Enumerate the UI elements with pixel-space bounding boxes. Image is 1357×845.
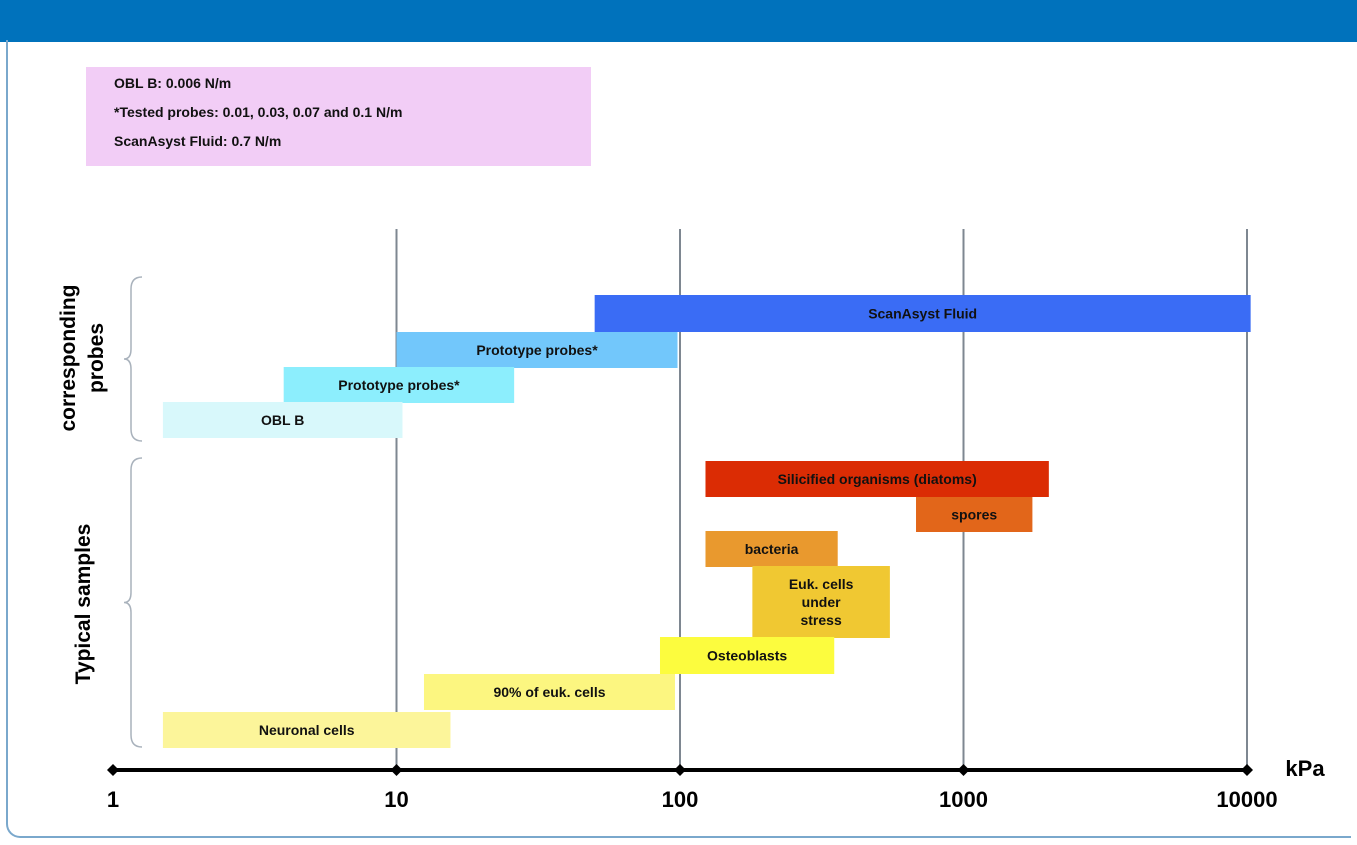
bar-label: Osteoblasts [707, 648, 787, 664]
range-bar [162, 402, 403, 438]
range-bar [423, 674, 675, 710]
axis-tick-marker [107, 764, 119, 776]
samples-brace [123, 457, 143, 748]
range-bar [396, 332, 678, 368]
tick-label: 10 [384, 787, 408, 812]
tick-label: 100 [662, 787, 699, 812]
tick-label: 1000 [939, 787, 988, 812]
bar-label: ScanAsyst Fluid [868, 306, 977, 322]
content-frame [6, 40, 1351, 838]
range-bar [594, 295, 1251, 332]
bar-label: Euk. cells [789, 576, 854, 592]
axis-tick-marker [1241, 764, 1253, 776]
bar-label: Prototype probes* [338, 377, 460, 393]
x-axis-unit: kPa [1285, 756, 1325, 781]
info-line-obl-b: OBL B: 0.006 N/m [114, 75, 232, 91]
info-box: OBL B: 0.006 N/m *Tested probes: 0.01, 0… [86, 67, 591, 166]
bar-label: 90% of euk. cells [493, 684, 605, 700]
bar-label: OBL B [261, 412, 304, 428]
group-label: Typical samples [72, 524, 95, 685]
probes-brace [123, 276, 143, 442]
info-line-scanasyst: ScanAsyst Fluid: 0.7 N/m [114, 133, 282, 149]
bar-label: stress [800, 612, 841, 628]
bar-label: Silicified organisms (diatoms) [778, 471, 977, 487]
header-bar [0, 0, 1357, 42]
group-label: corresponding [57, 284, 80, 431]
tick-label: 1 [107, 787, 119, 812]
bar-label: under [802, 594, 841, 610]
range-bar [705, 531, 838, 567]
group-label: probes [85, 323, 108, 393]
bar-label: spores [951, 507, 997, 523]
tick-label: 10000 [1216, 787, 1277, 812]
bar-label: Neuronal cells [259, 722, 355, 738]
axis-tick-marker [957, 764, 970, 776]
axis-tick-marker [390, 764, 403, 776]
bar-label: bacteria [745, 541, 799, 557]
range-bar [659, 637, 835, 674]
range-bar [162, 712, 451, 748]
axis-tick-marker [674, 764, 686, 776]
bar-label: Prototype probes* [476, 342, 598, 358]
range-bar [752, 566, 890, 638]
range-bar [916, 497, 1033, 532]
range-bar [283, 367, 515, 403]
info-line-tested-probes: *Tested probes: 0.01, 0.03, 0.07 and 0.1… [114, 104, 403, 120]
range-bar [705, 461, 1049, 497]
